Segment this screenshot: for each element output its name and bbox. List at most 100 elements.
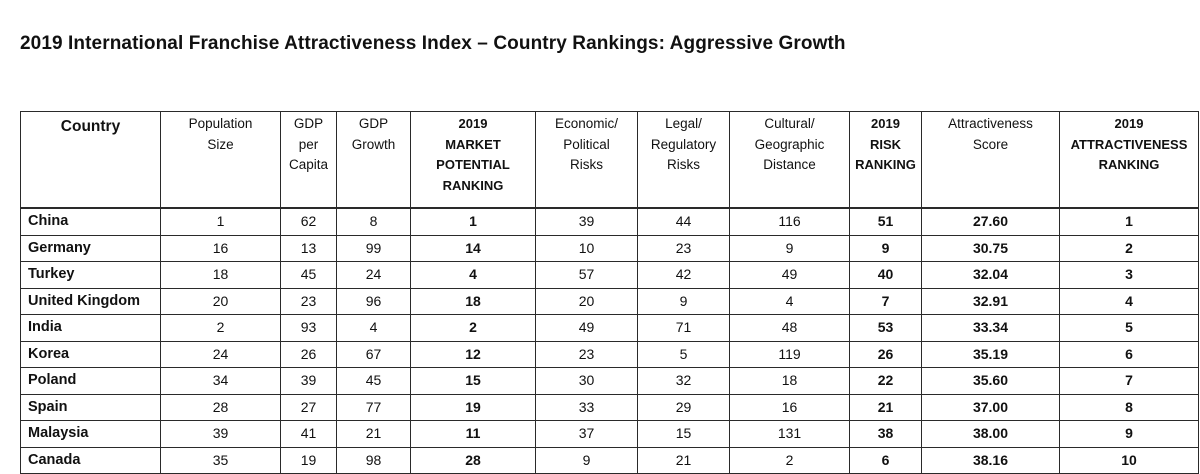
cell-legal-regulatory-risks: 42 [637,261,730,289]
cell-attractiveness-score: 37.00 [921,393,1060,421]
cell-gdp-per-capita: 13 [280,234,337,262]
cell-cultural-geographic-distance: 9 [729,234,850,262]
cell-economic-political-risks: 37 [535,420,638,448]
column-header-line: Growth [351,136,396,152]
cell-attractiveness-ranking: 3 [1059,261,1199,289]
column-header-line: Political [563,136,610,152]
cell-gdp-per-capita: 23 [280,287,337,315]
cell-attractiveness-score: 32.04 [921,261,1060,289]
cell-attractiveness-ranking: 2 [1059,234,1199,262]
cell-cultural-geographic-distance: 2 [729,446,850,474]
cell-population-size: 28 [160,393,281,421]
cell-population-size: 39 [160,420,281,448]
country-cell: United Kingdom [20,287,161,315]
cell-attractiveness-ranking: 9 [1059,420,1199,448]
cell-population-size: 18 [160,261,281,289]
cell-market-potential-ranking: 18 [410,287,536,315]
cell-gdp-growth: 24 [336,261,411,289]
column-header-line: 2019 [458,116,488,131]
cell-legal-regulatory-risks: 29 [637,393,730,421]
table-row: United Kingdom 20 23 96 18 20 9 4 7 32.91 4 [20,287,1199,315]
header-row: Country Population Size GDP per Capita GDP Grow… [20,111,1199,209]
table-row: Malaysia 39 41 21 11 37 15 131 38 38.00 9 [20,420,1199,448]
cell-attractiveness-score: 35.60 [921,367,1060,395]
country-cell: Germany [20,234,161,262]
cell-gdp-growth: 99 [336,234,411,262]
cell-attractiveness-ranking: 10 [1059,446,1199,474]
table-row: China 1 62 8 1 39 44 116 51 27.60 1 [20,207,1199,236]
cell-market-potential-ranking: 1 [410,207,536,236]
cell-market-potential-ranking: 11 [410,420,536,448]
table-row: India 2 93 4 2 49 71 48 53 33.34 5 [20,314,1199,342]
cell-attractiveness-score: 33.34 [921,314,1060,342]
cell-attractiveness-score: 27.60 [921,207,1060,236]
cell-market-potential-ranking: 28 [410,446,536,474]
cell-market-potential-ranking: 2 [410,314,536,342]
column-header-line: MARKET [445,136,501,152]
cell-cultural-geographic-distance: 4 [729,287,850,315]
column-header-line: POTENTIAL [436,157,510,172]
cell-gdp-per-capita: 93 [280,314,337,342]
cell-market-potential-ranking: 4 [410,261,536,289]
table-row: Canada 35 19 98 28 9 21 2 6 38.16 10 [20,446,1199,474]
column-header-line: Risks [667,157,700,172]
cell-risk-ranking: 21 [849,393,922,421]
cell-economic-political-risks: 10 [535,234,638,262]
column-header-line: Attractiveness [948,116,1033,131]
column-header-population-size: Population Size [160,111,281,209]
column-header-line: Capita [288,157,329,172]
cell-market-potential-ranking: 19 [410,393,536,421]
column-header-line: Score [972,136,1009,152]
cell-population-size: 1 [160,207,281,236]
cell-market-potential-ranking: 14 [410,234,536,262]
cell-attractiveness-ranking: 8 [1059,393,1199,421]
column-header-line: Legal/ [665,116,702,131]
cell-economic-political-risks: 23 [535,340,638,368]
cell-cultural-geographic-distance: 116 [729,207,850,236]
cell-legal-regulatory-risks: 23 [637,234,730,262]
cell-gdp-per-capita: 26 [280,340,337,368]
cell-attractiveness-ranking: 7 [1059,367,1199,395]
cell-gdp-per-capita: 27 [280,393,337,421]
cell-population-size: 2 [160,314,281,342]
column-header-line: RANKING [855,157,916,172]
column-header-line: Distance [763,157,816,172]
cell-risk-ranking: 53 [849,314,922,342]
column-header-attractiveness-score: Attractiveness Score [921,111,1060,209]
cell-market-potential-ranking: 12 [410,340,536,368]
column-header-gdp-growth: GDP Growth [336,111,411,209]
country-cell: Malaysia [20,420,161,448]
column-header-line: 2019 [871,116,900,131]
cell-legal-regulatory-risks: 44 [637,207,730,236]
cell-legal-regulatory-risks: 15 [637,420,730,448]
cell-cultural-geographic-distance: 48 [729,314,850,342]
table-row: Spain 28 27 77 19 33 29 16 21 37.00 8 [20,393,1199,421]
country-cell: India [20,314,161,342]
cell-gdp-growth: 21 [336,420,411,448]
cell-economic-political-risks: 57 [535,261,638,289]
cell-attractiveness-score: 35.19 [921,340,1060,368]
cell-gdp-growth: 67 [336,340,411,368]
cell-risk-ranking: 51 [849,207,922,236]
country-cell: Turkey [20,261,161,289]
document-title: 2019 International Franchise Attractiven… [20,33,846,54]
column-header-country: Country [20,111,161,209]
cell-gdp-per-capita: 39 [280,367,337,395]
column-header-legal-regulatory-risks: Legal/Regulatory Risks [637,111,730,209]
column-header-cultural-geographic-distance: Cultural/Geographic Distance [729,111,850,209]
column-header-line: Size [207,136,234,152]
column-header-line: RISK [869,136,902,152]
cell-risk-ranking: 7 [849,287,922,315]
cell-economic-political-risks: 39 [535,207,638,236]
cell-attractiveness-score: 38.00 [921,420,1060,448]
country-cell: China [20,207,161,236]
cell-gdp-per-capita: 45 [280,261,337,289]
column-header-line: ATTRACTIVENESS [1070,136,1188,152]
column-header-economic-political-risks: Economic/Political Risks [535,111,638,209]
cell-economic-political-risks: 33 [535,393,638,421]
cell-cultural-geographic-distance: 119 [729,340,850,368]
cell-risk-ranking: 40 [849,261,922,289]
cell-population-size: 16 [160,234,281,262]
column-header-line: Cultural/ [764,116,815,131]
cell-attractiveness-score: 38.16 [921,446,1060,474]
